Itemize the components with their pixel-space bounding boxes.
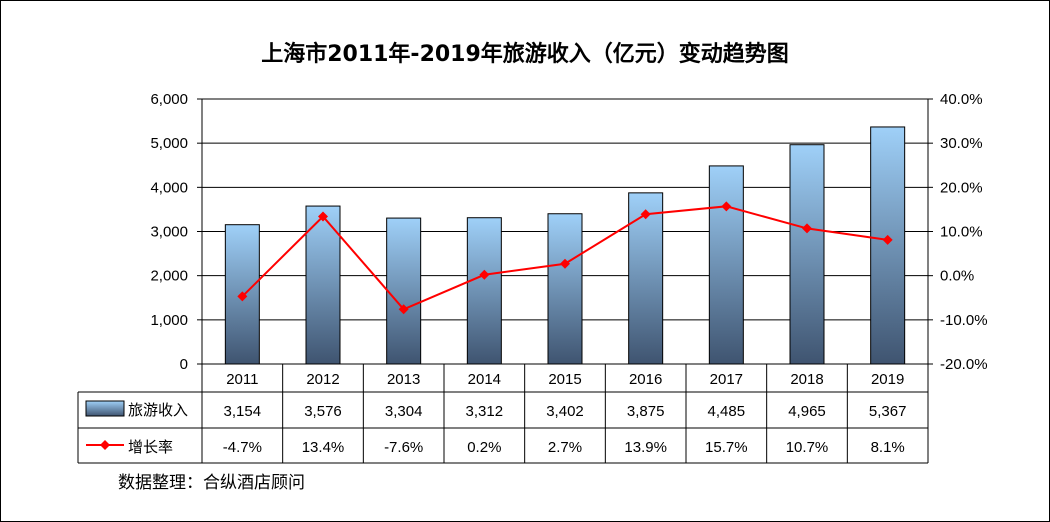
legend-bar-label: 旅游收入: [128, 401, 188, 419]
category-label: 2011: [226, 371, 258, 388]
bar-value-label: 3,304: [385, 403, 423, 420]
growth-value-label: 13.4%: [302, 439, 345, 456]
growth-value-label: 0.2%: [467, 439, 501, 456]
bar-value-label: 3,875: [627, 403, 665, 420]
category-label: 2015: [548, 371, 581, 388]
growth-point-2019: [882, 234, 893, 245]
left-tick-label: 3,000: [150, 224, 188, 241]
growth-point-2013: [398, 304, 409, 315]
right-tick-label: 10.0%: [940, 224, 983, 241]
bar-2018: [789, 144, 825, 365]
legend-bar-swatch: [85, 400, 125, 417]
right-tick-label: 0.0%: [940, 268, 974, 285]
bar-value-label: 4,485: [708, 403, 746, 420]
legend-line-marker: [100, 440, 110, 450]
bar-2013: [386, 217, 422, 365]
category-label: 2019: [871, 371, 904, 388]
growth-point-2016: [640, 209, 651, 220]
bar-2017: [708, 165, 744, 365]
bar-2014: [466, 217, 502, 365]
growth-value-label: 15.7%: [705, 439, 748, 456]
left-tick-label: 1,000: [150, 312, 188, 329]
growth-value-label: 13.9%: [624, 439, 667, 456]
right-tick-label: 20.0%: [940, 179, 983, 196]
bar-value-label: 3,154: [224, 403, 262, 420]
growth-point-2015: [560, 258, 570, 269]
bar-2012: [305, 205, 341, 365]
growth-point-2014: [479, 269, 490, 280]
growth-point-2017: [721, 201, 732, 212]
left-tick-label: 5,000: [150, 135, 188, 152]
growth-value-label: 10.7%: [786, 439, 829, 456]
left-tick-label: 6,000: [150, 91, 188, 108]
growth-value-label: 2.7%: [548, 439, 582, 456]
growth-value-label: -7.6%: [384, 439, 423, 456]
category-label: 2012: [306, 371, 339, 388]
left-tick-label: 4,000: [150, 179, 188, 196]
right-tick-label: -10.0%: [940, 312, 988, 329]
bar-value-label: 3,312: [466, 403, 504, 420]
bar-value-label: 4,965: [788, 403, 826, 420]
growth-value-label: 8.1%: [871, 439, 905, 456]
bar-value-label: 3,576: [304, 403, 342, 420]
category-label: 2017: [710, 371, 743, 388]
right-tick-label: 40.0%: [940, 91, 983, 108]
growth-point-2018: [802, 223, 812, 234]
category-label: 2016: [629, 371, 662, 388]
bar-value-label: 5,367: [869, 403, 907, 420]
category-label: 2018: [790, 371, 823, 388]
bar-2019: [870, 126, 906, 365]
source-note: 数据整理：合纵酒店顾问: [118, 473, 305, 493]
growth-point-2011: [237, 291, 248, 302]
right-tick-label: 30.0%: [940, 135, 983, 152]
growth-value-label: -4.7%: [223, 439, 262, 456]
category-label: 2013: [387, 371, 420, 388]
bar-2016: [628, 192, 664, 365]
bar-value-label: 3,402: [546, 403, 584, 420]
left-tick-label: 2,000: [150, 268, 188, 285]
growth-point-2012: [318, 211, 328, 222]
category-label: 2014: [468, 371, 501, 388]
chart-title: 上海市2011年-2019年旅游收入（亿元）变动趋势图: [261, 42, 789, 67]
right-tick-label: -20.0%: [940, 356, 988, 373]
bar-2015: [547, 213, 583, 365]
left-tick-label: 0: [180, 356, 188, 373]
legend-line-label: 增长率: [128, 438, 173, 456]
